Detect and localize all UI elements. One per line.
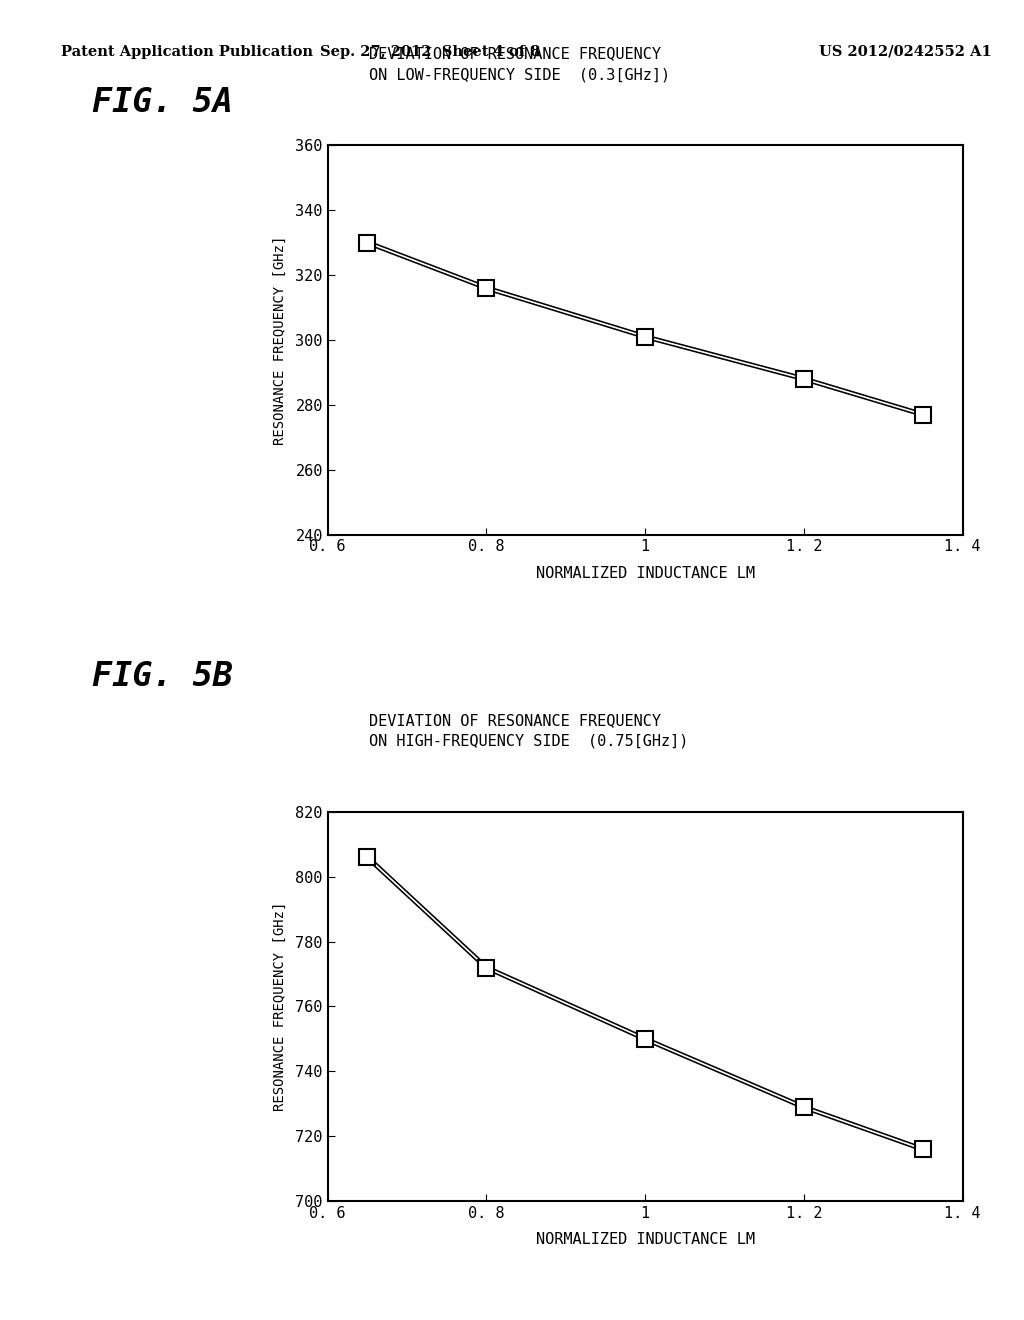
Text: FIG. 5B: FIG. 5B: [92, 660, 233, 693]
X-axis label: NORMALIZED INDUCTANCE LM: NORMALIZED INDUCTANCE LM: [536, 1232, 755, 1247]
Text: DEVIATION OF RESONANCE FREQUENCY
ON LOW-FREQUENCY SIDE  (0.3[GHz]): DEVIATION OF RESONANCE FREQUENCY ON LOW-…: [369, 46, 670, 82]
Text: DEVIATION OF RESONANCE FREQUENCY
ON HIGH-FREQUENCY SIDE  (0.75[GHz]): DEVIATION OF RESONANCE FREQUENCY ON HIGH…: [369, 713, 688, 748]
Text: FIG. 5A: FIG. 5A: [92, 86, 233, 119]
Text: Sep. 27, 2012  Sheet 4 of 8: Sep. 27, 2012 Sheet 4 of 8: [319, 45, 541, 59]
Y-axis label: RESONANCE FREQUENCY [GHz]: RESONANCE FREQUENCY [GHz]: [273, 902, 287, 1111]
Text: US 2012/0242552 A1: US 2012/0242552 A1: [819, 45, 992, 59]
X-axis label: NORMALIZED INDUCTANCE LM: NORMALIZED INDUCTANCE LM: [536, 565, 755, 581]
Y-axis label: RESONANCE FREQUENCY [GHz]: RESONANCE FREQUENCY [GHz]: [273, 235, 287, 445]
Text: Patent Application Publication: Patent Application Publication: [61, 45, 313, 59]
